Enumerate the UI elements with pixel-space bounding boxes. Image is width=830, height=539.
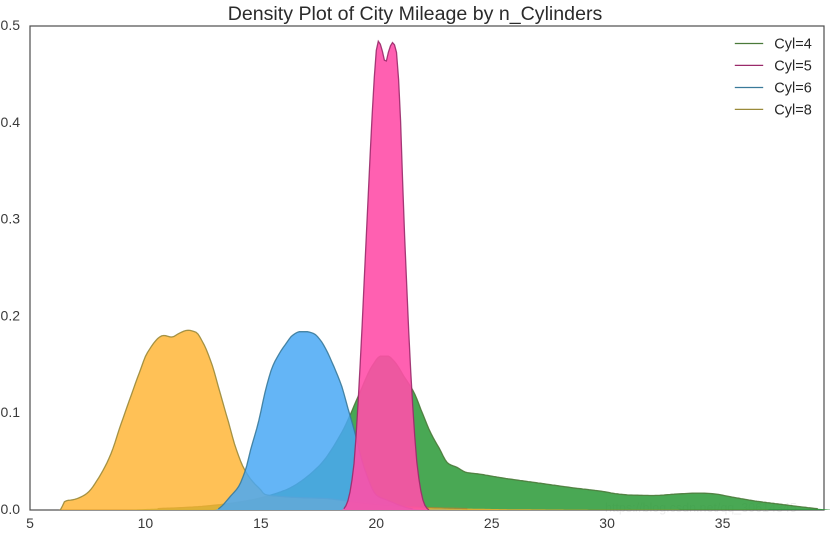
svg-text:0.3: 0.3 [1,211,21,227]
svg-text:30: 30 [599,515,615,531]
svg-text:20: 20 [369,515,385,531]
svg-text:Cyl=6: Cyl=6 [774,81,811,97]
svg-text:5: 5 [26,515,34,531]
svg-text:15: 15 [253,515,269,531]
svg-text:25: 25 [484,515,500,531]
svg-text:35: 35 [715,515,731,531]
svg-text:10: 10 [138,515,154,531]
svg-text:Cyl=4: Cyl=4 [774,37,811,53]
svg-text:0.4: 0.4 [1,114,21,130]
svg-text:Cyl=5: Cyl=5 [774,59,811,75]
svg-text:0.0: 0.0 [1,501,21,517]
svg-text:0.2: 0.2 [1,307,21,323]
svg-text:0.1: 0.1 [1,404,21,420]
svg-text:Cyl=8: Cyl=8 [774,103,811,119]
